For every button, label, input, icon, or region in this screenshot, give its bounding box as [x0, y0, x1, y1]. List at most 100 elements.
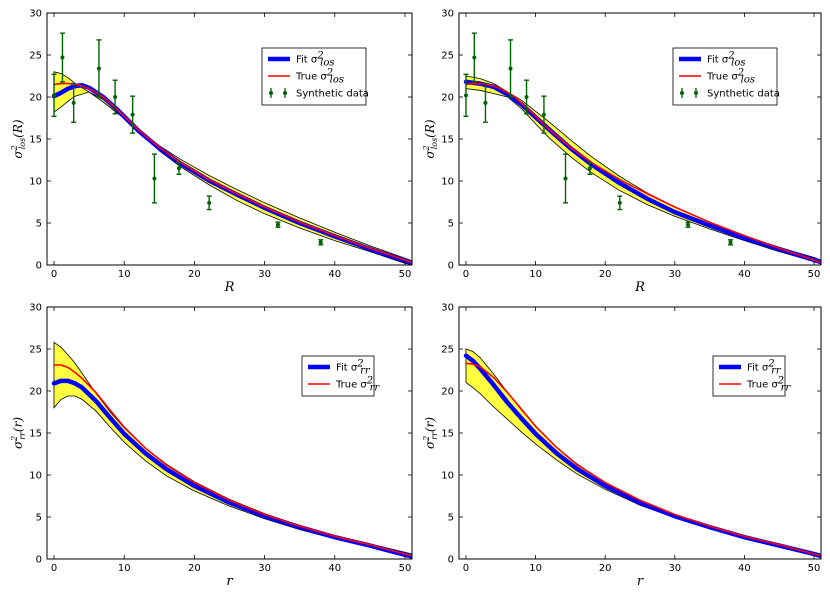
data-point [96, 39, 102, 98]
uncertainty-band [53, 341, 412, 559]
y-tick-label: 20 [441, 387, 454, 398]
data-marker [60, 55, 65, 60]
legend-label-sub: rr [360, 366, 371, 377]
y-tick-label: 30 [29, 9, 42, 20]
data-marker [113, 95, 118, 99]
data-marker [617, 200, 622, 205]
data-point [508, 39, 514, 98]
data-marker [541, 112, 546, 117]
x-tick-label: 10 [529, 269, 542, 280]
legend-label-sub: rr [771, 366, 782, 377]
x-tick-label: 30 [668, 269, 681, 280]
x-axis-label: R [224, 280, 235, 295]
data-marker [524, 95, 529, 99]
legend-label-sub: los [731, 58, 745, 69]
data-point [587, 161, 593, 175]
y-tick-label: 10 [441, 471, 454, 482]
y-label-sup: 2 [10, 145, 19, 151]
legend-label-data: Synthetic data [707, 89, 780, 100]
legend-label-sub: rr [370, 383, 381, 394]
y-label-base: σ [11, 150, 25, 159]
y-tick-label: 20 [441, 93, 454, 104]
x-tick-label: 30 [258, 563, 271, 574]
plot-area [51, 341, 412, 559]
y-tick-label: 10 [29, 177, 42, 188]
data-point [206, 195, 212, 211]
data-point [130, 95, 136, 134]
true-line [53, 364, 412, 557]
y-label-sub: rr [430, 431, 439, 440]
plot-area [51, 32, 412, 265]
data-point [685, 221, 691, 228]
data-point [563, 153, 569, 204]
y-label-sub: los [430, 138, 439, 149]
y-tick-label: 20 [29, 93, 42, 104]
data-point [471, 32, 477, 83]
y-tick-label: 5 [36, 513, 42, 524]
legend-label-text: True σ [335, 380, 367, 391]
x-tick-label: 50 [808, 269, 821, 280]
legend-label-true: True σ2 los [706, 68, 755, 86]
y-tick-label: 10 [441, 177, 454, 188]
legend-label-sub: los [320, 58, 334, 69]
legend-frame [712, 355, 786, 397]
x-axis-label: r [637, 574, 644, 589]
data-marker [472, 55, 477, 60]
data-marker [130, 112, 135, 117]
x-tick-label: 40 [738, 269, 751, 280]
data-marker [587, 166, 592, 171]
fit-line [51, 82, 412, 265]
y-axis-label: σ2los(R) [422, 119, 439, 158]
data-marker [563, 176, 568, 181]
uncertainty-band [465, 75, 821, 265]
y-tick-label: 10 [29, 471, 42, 482]
fit-line [463, 353, 821, 559]
y-label-arg: (r) [423, 417, 437, 432]
legend-label-data: Synthetic data [296, 89, 369, 100]
x-tick-label: 10 [118, 269, 131, 280]
y-tick-label: 25 [29, 345, 42, 356]
x-tick-label: 30 [668, 563, 681, 574]
data-marker [152, 176, 157, 181]
data-marker [71, 100, 76, 105]
x-tick-label: 40 [328, 563, 341, 574]
data-marker [52, 93, 57, 98]
y-tick-label: 0 [36, 261, 42, 272]
plot-area [463, 348, 821, 559]
y-label-arg: (r) [11, 417, 25, 432]
data-point [275, 221, 281, 228]
data-point [728, 239, 733, 246]
data-marker [686, 222, 691, 227]
y-axis-label: σ2rr(r) [10, 417, 27, 449]
y-label-base: σ [423, 440, 437, 449]
legend-label-text: Synthetic data [296, 89, 369, 100]
fit-line [51, 378, 412, 559]
data-marker [728, 240, 733, 245]
legend-label-fit: Fit σ2 los [707, 51, 745, 69]
axes-frame [46, 306, 413, 560]
y-label-arg: (R) [423, 119, 437, 138]
legend-label-fit: Fit σ2 los [296, 51, 334, 69]
true-line [465, 82, 821, 264]
data-point [71, 82, 77, 123]
y-label-sub: los [18, 138, 27, 149]
data-marker [207, 200, 212, 205]
legend-label-true: True σ2 los [295, 68, 344, 86]
legend-label-fit: Fit σ2 rr [336, 359, 371, 377]
y-tick-label: 15 [29, 135, 42, 146]
x-tick-label: 10 [118, 563, 131, 574]
legend-swatch-marker [680, 91, 684, 95]
legend-label-true: True σ2 rr [746, 376, 791, 394]
y-axis-label: σ2los(R) [10, 119, 27, 158]
data-point [617, 195, 623, 211]
legend-label-text: Fit σ [707, 55, 729, 66]
plot-area [463, 32, 821, 265]
y-tick-label: 15 [441, 429, 454, 440]
y-tick-label: 25 [441, 345, 454, 356]
